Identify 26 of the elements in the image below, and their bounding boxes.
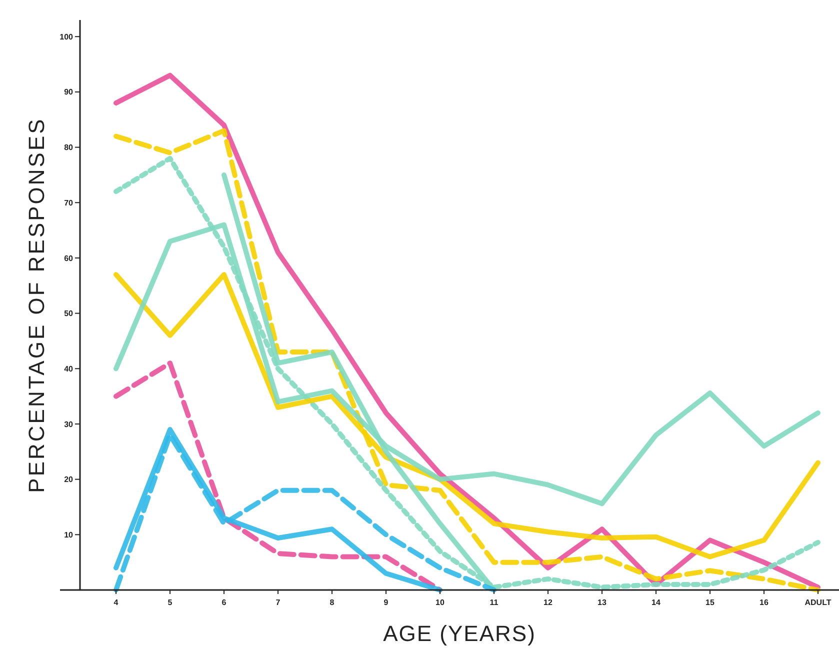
- x-tick-label: 13: [598, 598, 607, 607]
- y-tick-label: 40: [64, 364, 74, 374]
- x-tick-label: 7: [276, 598, 281, 607]
- y-tick-label: 10: [64, 530, 74, 540]
- x-tick-label: 6: [222, 598, 227, 607]
- x-tick-label: ADULT: [804, 598, 832, 607]
- x-tick-label: 10: [436, 598, 445, 607]
- y-tick-label: 60: [64, 254, 74, 263]
- x-tick-label: 4: [114, 598, 119, 607]
- x-axis-title: AGE (YEARS): [383, 621, 536, 646]
- y-tick-label: 30: [64, 420, 74, 429]
- y-tick-label: 90: [64, 88, 74, 97]
- x-tick-label: 5: [168, 598, 173, 607]
- y-tick-label: 20: [64, 475, 74, 484]
- x-tick-label: 9: [384, 598, 389, 607]
- y-tick-label: 100: [60, 32, 74, 42]
- y-tick-label: 70: [64, 198, 74, 208]
- x-tick-label: 16: [760, 598, 769, 607]
- y-tick-label: 80: [64, 143, 74, 152]
- y-tick-label: 50: [64, 309, 74, 318]
- x-tick-label: 15: [706, 598, 715, 607]
- x-tick-label: 12: [544, 598, 553, 607]
- x-tick-label: 8: [330, 598, 335, 607]
- x-tick-label: 14: [652, 598, 661, 607]
- x-tick-label: 11: [490, 598, 499, 607]
- y-axis-title: PERCENTAGE OF RESPONSES: [24, 117, 49, 493]
